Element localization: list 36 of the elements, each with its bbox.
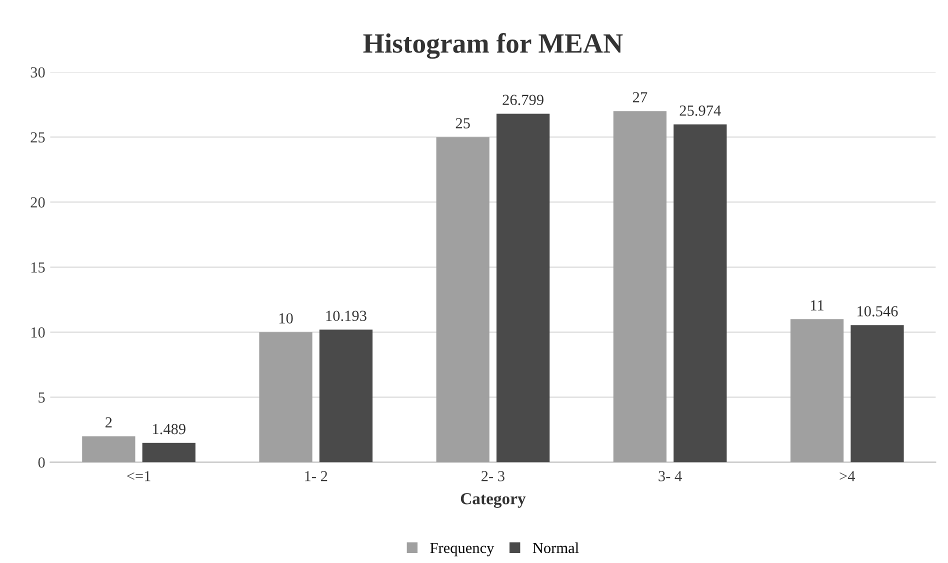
data-label: 10.193 (326, 310, 366, 322)
data-label: 26.799 (502, 94, 544, 106)
data-label: 25.974 (680, 105, 721, 116)
x-tick-label: 2- 3 (482, 471, 504, 482)
x-tick-label: 3- 4 (658, 471, 682, 482)
y-tick-label: 10 (31, 327, 45, 338)
chart-title: Histogram for MEAN (363, 33, 623, 59)
x-tick-label: <=1 (127, 471, 150, 482)
bar (850, 325, 904, 462)
y-tick-label: 5 (38, 392, 45, 403)
legend-label: Frequency (430, 542, 494, 556)
data-label: 1.489 (153, 424, 186, 434)
data-label: 27 (632, 92, 648, 102)
bar (790, 319, 844, 462)
y-tick-label: 15 (31, 262, 45, 273)
data-label: 10.546 (858, 306, 898, 316)
x-tick-label: >4 (840, 471, 856, 482)
bar (82, 436, 136, 462)
bar (142, 442, 196, 462)
bar (613, 111, 667, 462)
bar (319, 330, 373, 462)
data-label: 10 (279, 313, 293, 324)
data-label: 25 (456, 118, 470, 128)
y-tick-label: 0 (38, 457, 45, 468)
bar (259, 332, 312, 462)
bar (496, 114, 550, 462)
x-axis-title: Category (460, 493, 526, 508)
x-tick-label: 1- 2 (305, 471, 328, 482)
y-tick-label: 25 (30, 132, 45, 143)
legend-label: Normal (532, 542, 579, 554)
bar (674, 124, 727, 462)
data-label: 11 (811, 300, 824, 310)
y-tick-label: 20 (30, 197, 45, 208)
data-label: 2 (106, 417, 112, 428)
bar (436, 137, 490, 462)
y-tick-label: 30 (30, 67, 45, 78)
